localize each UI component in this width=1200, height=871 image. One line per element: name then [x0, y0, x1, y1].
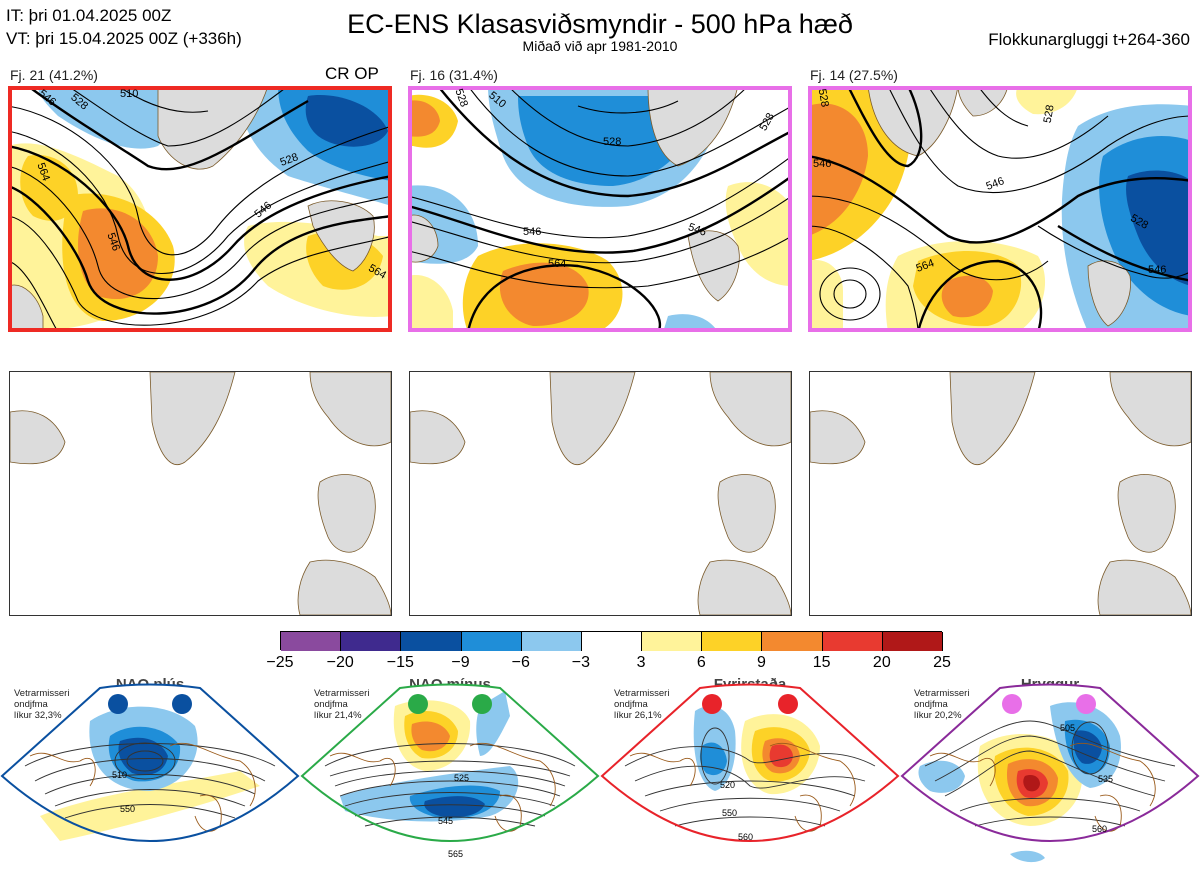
colorbar-cell — [702, 632, 763, 651]
regime-map: 510 550 — [0, 683, 300, 842]
regime-note: Vetrarmisseri ondjfma líkur 20,2% — [914, 688, 970, 721]
colorbar-cell — [882, 632, 943, 651]
colorbar-cell — [822, 632, 883, 651]
init-time: IT: þri 01.04.2025 00Z — [6, 6, 172, 25]
colorbar-tick-label: 15 — [812, 654, 831, 671]
regime-note: Vetrarmisseri ondjfma líkur 32,3% — [14, 688, 70, 721]
regime-map: 525 545 565 — [300, 683, 600, 859]
colorbar-tick-label: 25 — [933, 654, 951, 671]
valid-time: VT: þri 15.04.2025 00Z (+336h) — [6, 29, 242, 48]
colorbar-tick-label: −15 — [386, 654, 414, 671]
empty-map-3 — [809, 371, 1192, 616]
regime-map: 505 535 560 — [900, 683, 1200, 863]
contour-label: 546 — [813, 158, 832, 170]
contour-label: 560 — [738, 832, 753, 842]
contour-label: 546 — [523, 226, 542, 238]
colorbar-tick-label: −6 — [511, 654, 530, 671]
colorbar-tick-label: −25 — [266, 654, 294, 671]
colorbar-tick-label: −9 — [451, 654, 470, 671]
panel-label-2: Fj. 16 (31.4%) — [410, 67, 498, 83]
empty-map-2 — [409, 371, 792, 616]
contour-label: 528 — [603, 136, 622, 148]
regime-blocking: Fyrirstaða Vetrarmisseri ondjfma líkur 2… — [600, 676, 900, 871]
regime-map: 520 550 560 — [600, 683, 900, 842]
regime-note: Vetrarmisseri ondjfma líkur 26,1% — [614, 688, 670, 721]
contour-label: 545 — [438, 816, 453, 826]
empty-map-1 — [9, 371, 392, 616]
header-times: IT: þri 01.04.2025 00Z VT: þri 15.04.202… — [6, 4, 242, 50]
colorbar-cell — [341, 632, 402, 651]
contour-label: 564 — [548, 258, 567, 270]
cluster-map-1: 546 528 510 546 528 564 546 564 — [8, 86, 392, 332]
contour-label: 546 — [1148, 264, 1167, 276]
contour-label: 520 — [720, 780, 735, 790]
colorbar-tick-label: −3 — [571, 654, 591, 671]
contour-label: 535 — [1098, 774, 1113, 784]
colorbar-cell — [461, 632, 522, 651]
panel-label-3: Fj. 14 (27.5%) — [810, 67, 898, 83]
colorbar-cell — [581, 632, 643, 651]
colorbar — [280, 631, 943, 651]
colorbar-cell — [642, 632, 703, 651]
panel-tag-1: CR OP — [325, 64, 379, 83]
regime-ridge: Hryggur Vetrarmisseri ondjfma líkur 20,2… — [900, 676, 1200, 871]
colorbar-cell — [401, 632, 462, 651]
cluster-map-2: 528 510 528 546 564 546 528 — [408, 86, 792, 332]
colorbar-tick-label: 6 — [696, 654, 706, 671]
contour-label: 510 — [112, 770, 127, 780]
contour-label: 510 — [120, 88, 139, 100]
colorbar-cell — [762, 632, 823, 651]
colorbar-cell — [521, 632, 582, 651]
colorbar-tick-label: 3 — [636, 654, 646, 671]
panel-label-1: Fj. 21 (41.2%) — [10, 67, 98, 83]
contour-label: 550 — [722, 808, 737, 818]
cluster-map-3: 528 546 528 546 528 546 564 — [808, 86, 1192, 332]
contour-label: 525 — [454, 773, 469, 783]
colorbar-tick-label: 9 — [757, 654, 766, 671]
regime-nao-plus: NAO plús Vetrarmisseri ondjfma líkur 32,… — [0, 676, 300, 871]
contour-label: 565 — [448, 849, 463, 859]
contour-label: 550 — [120, 804, 135, 814]
regime-nao-minus: NAO mínus Vetrarmisseri ondjfma líkur 21… — [300, 676, 600, 871]
regime-note: Vetrarmisseri ondjfma líkur 21,4% — [314, 688, 370, 721]
contour-label: 560 — [1092, 824, 1107, 834]
page-subtitle: Miðað við apr 1981-2010 — [522, 38, 678, 54]
contour-label: 505 — [1060, 723, 1075, 733]
colorbar-tick-label: 20 — [872, 654, 891, 671]
colorbar-tick-label: −20 — [326, 654, 354, 671]
classification-window: Flokkunargluggi t+264-360 — [988, 30, 1190, 49]
page-title: EC-ENS Klasasviðsmyndir - 500 hPa hæð — [347, 9, 853, 39]
colorbar-cell — [281, 632, 342, 651]
